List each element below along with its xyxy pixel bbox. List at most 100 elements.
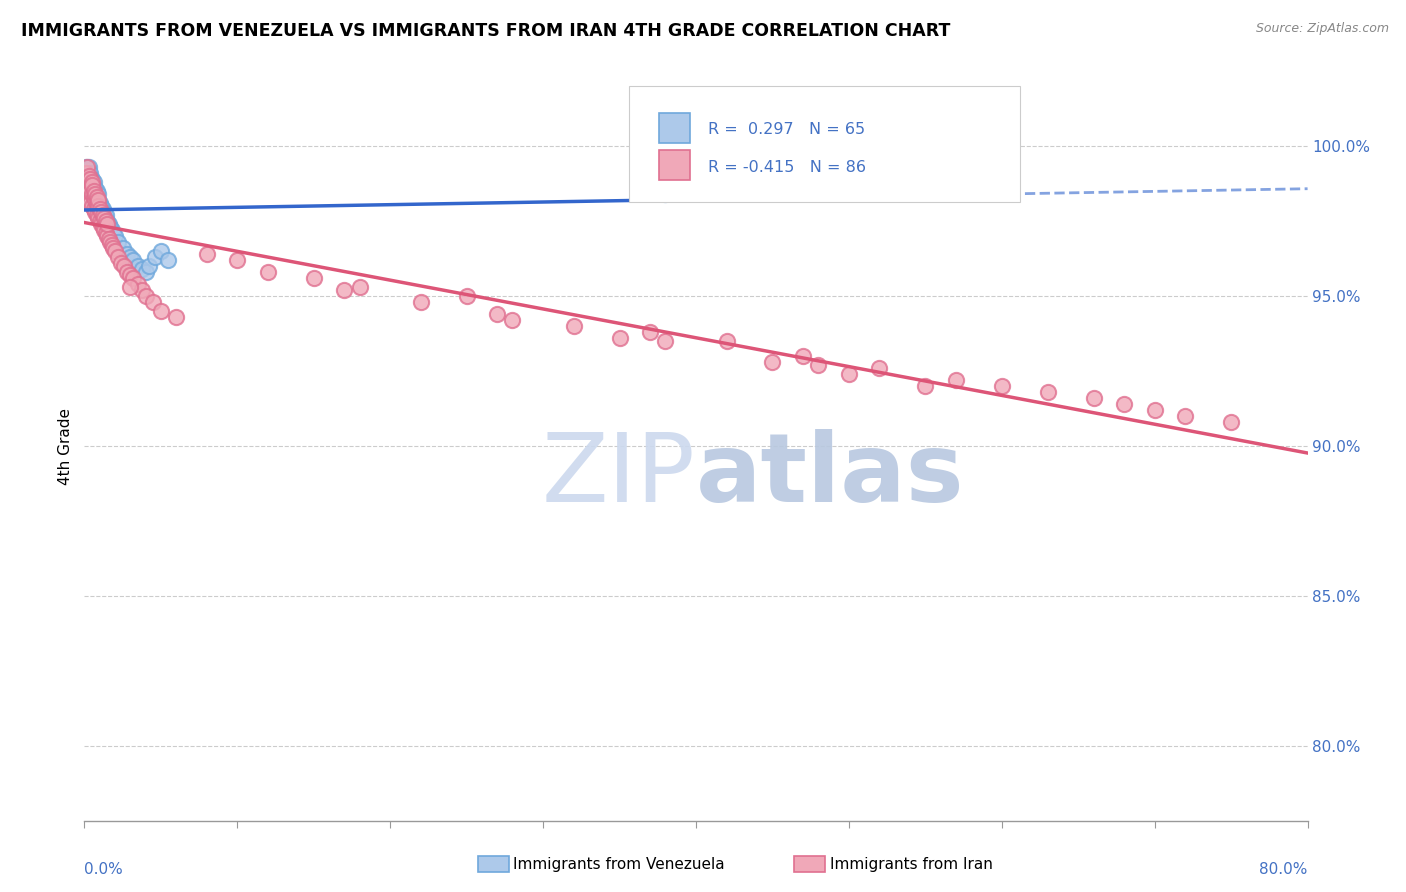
- Point: [87, 199, 110, 213]
- Point: [94, 226, 117, 240]
- Point: [98, 235, 121, 250]
- Point: [89, 196, 111, 211]
- Point: [1220, 415, 1243, 429]
- Point: [456, 289, 478, 303]
- Point: [110, 256, 132, 270]
- Point: [83, 190, 105, 204]
- Point: [1083, 391, 1105, 405]
- Point: [127, 259, 149, 273]
- Point: [76, 163, 98, 178]
- Point: [226, 253, 249, 268]
- Point: [127, 277, 149, 292]
- Point: [101, 223, 124, 237]
- Point: [90, 199, 112, 213]
- Point: [823, 178, 845, 193]
- Point: [84, 181, 107, 195]
- Point: [79, 178, 101, 193]
- Point: [90, 211, 112, 226]
- Point: [91, 208, 114, 222]
- Point: [486, 307, 509, 321]
- Point: [77, 193, 100, 207]
- Point: [143, 250, 166, 264]
- FancyBboxPatch shape: [628, 87, 1021, 202]
- Point: [79, 190, 101, 204]
- Point: [945, 373, 967, 387]
- Point: [333, 283, 356, 297]
- Point: [93, 211, 115, 226]
- Point: [83, 175, 105, 189]
- Point: [914, 379, 936, 393]
- Point: [103, 241, 125, 255]
- Point: [84, 205, 107, 219]
- Point: [97, 232, 120, 246]
- Point: [638, 325, 661, 339]
- Point: [761, 355, 783, 369]
- Point: [1143, 403, 1166, 417]
- Point: [111, 241, 134, 255]
- Point: [94, 208, 117, 222]
- Text: IMMIGRANTS FROM VENEZUELA VS IMMIGRANTS FROM IRAN 4TH GRADE CORRELATION CHART: IMMIGRANTS FROM VENEZUELA VS IMMIGRANTS …: [21, 22, 950, 40]
- Point: [165, 310, 187, 325]
- Point: [107, 235, 129, 250]
- Point: [302, 271, 325, 285]
- Point: [76, 161, 98, 175]
- Point: [87, 205, 110, 219]
- Point: [131, 262, 153, 277]
- Text: Immigrants from Venezuela: Immigrants from Venezuela: [513, 857, 725, 871]
- Point: [80, 172, 103, 186]
- Point: [96, 229, 118, 244]
- Y-axis label: 4th Grade: 4th Grade: [58, 408, 73, 484]
- Text: R = -0.415   N = 86: R = -0.415 N = 86: [709, 160, 866, 175]
- Point: [131, 283, 153, 297]
- Point: [654, 187, 676, 202]
- Point: [83, 196, 105, 211]
- Point: [75, 178, 97, 193]
- Point: [77, 169, 100, 184]
- Point: [349, 280, 371, 294]
- Point: [138, 259, 160, 273]
- Point: [104, 229, 127, 244]
- Text: R =  0.297   N = 65: R = 0.297 N = 65: [709, 122, 865, 137]
- Text: atlas: atlas: [696, 429, 965, 523]
- Point: [149, 244, 172, 259]
- Point: [79, 184, 101, 198]
- Point: [101, 238, 124, 252]
- Point: [84, 199, 107, 213]
- Text: 0.0%: 0.0%: [84, 862, 124, 877]
- Point: [76, 184, 98, 198]
- Point: [112, 259, 135, 273]
- Point: [89, 214, 111, 228]
- Point: [107, 250, 129, 264]
- Point: [869, 361, 891, 376]
- Bar: [659, 151, 690, 180]
- Point: [86, 184, 108, 198]
- Point: [93, 205, 115, 219]
- Point: [807, 358, 830, 372]
- Point: [103, 226, 125, 240]
- Point: [84, 187, 107, 202]
- Point: [90, 217, 112, 231]
- Point: [83, 190, 105, 204]
- Point: [747, 175, 769, 189]
- Point: [120, 280, 142, 294]
- Point: [86, 202, 108, 217]
- Point: [80, 199, 103, 213]
- Point: [87, 193, 110, 207]
- Point: [80, 187, 103, 202]
- Point: [700, 181, 723, 195]
- Point: [83, 184, 105, 198]
- Point: [91, 220, 114, 235]
- Point: [122, 271, 145, 285]
- Point: [91, 202, 114, 217]
- Point: [716, 334, 738, 348]
- Point: [77, 161, 100, 175]
- Point: [991, 379, 1014, 393]
- Point: [409, 295, 432, 310]
- Point: [89, 208, 111, 222]
- Point: [76, 172, 98, 186]
- Point: [87, 211, 110, 226]
- Point: [79, 184, 101, 198]
- Point: [75, 178, 97, 193]
- Text: Source: ZipAtlas.com: Source: ZipAtlas.com: [1256, 22, 1389, 36]
- Point: [1174, 409, 1197, 423]
